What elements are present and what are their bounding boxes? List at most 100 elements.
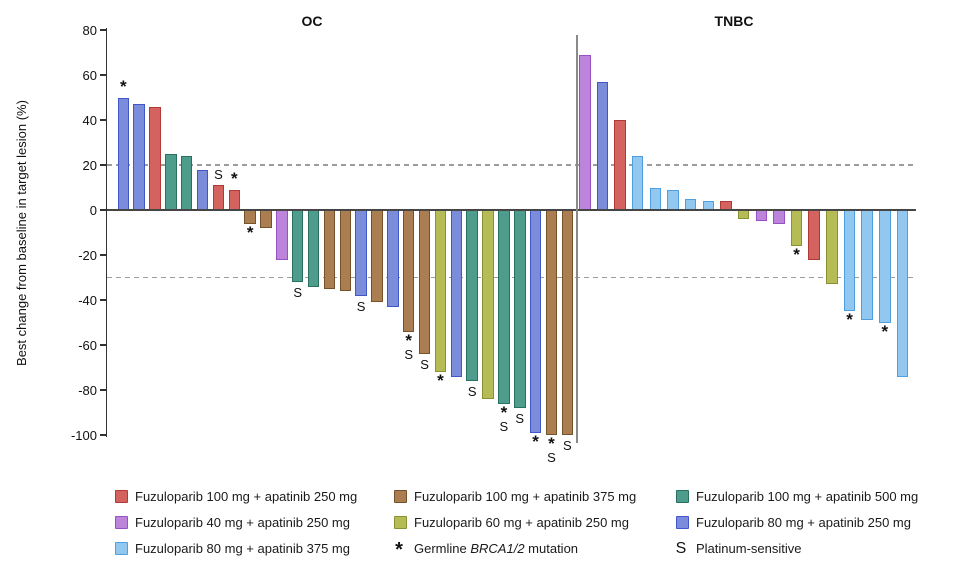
bar (355, 210, 367, 296)
legend-swatch-red (115, 490, 128, 503)
bar (371, 210, 383, 303)
legend-label: Platinum-sensitive (696, 541, 802, 556)
y-tick-mark (99, 119, 106, 121)
bar (498, 210, 510, 404)
bar (482, 210, 494, 399)
bar (790, 210, 803, 246)
cohort-separator (576, 35, 578, 443)
bar (133, 104, 145, 210)
legend-label: Fuzuloparib 80 mg + apatinib 375 mg (135, 541, 350, 556)
reference-line-20 (107, 164, 915, 166)
bar (861, 210, 873, 321)
bar (291, 210, 304, 282)
y-tick-mark (99, 164, 106, 166)
bar (896, 210, 909, 377)
y-tick-mark (99, 209, 106, 211)
y-tick-label: -20 (78, 247, 97, 263)
bar (843, 210, 856, 312)
bar (614, 120, 626, 210)
legend-label: Fuzuloparib 100 mg + apatinib 500 mg (696, 489, 919, 504)
legend-label: Fuzuloparib 60 mg + apatinib 250 mg (414, 515, 629, 530)
annotation-star: * (532, 431, 539, 451)
y-tick-mark (99, 74, 106, 76)
group-title-oc: OC (301, 13, 323, 29)
y-axis-line (105, 28, 107, 437)
annotation-s: S (404, 346, 414, 362)
legend-swatch-purple (115, 516, 128, 529)
bar (826, 210, 838, 285)
bar (244, 210, 256, 224)
y-tick-mark (99, 434, 106, 436)
bar (466, 210, 478, 381)
legend-label: Germline BRCA1/2 mutation (414, 541, 579, 556)
legend-label: Fuzuloparib 80 mg + apatinib 250 mg (696, 515, 911, 530)
bar (450, 210, 463, 377)
reference-line--30 (107, 276, 915, 279)
bar (737, 210, 750, 219)
annotation-star: * (500, 402, 508, 422)
y-tick-label: -40 (78, 292, 97, 308)
bar (434, 210, 447, 372)
y-tick-mark (99, 344, 106, 346)
legend-label: Fuzuloparib 40 mg + apatinib 250 mg (135, 515, 350, 530)
y-tick-label: 0 (89, 202, 97, 218)
bar (260, 210, 272, 228)
bar (514, 210, 526, 408)
annotation-star: * (230, 168, 238, 188)
annotation-star: * (548, 434, 555, 453)
bar (228, 189, 241, 210)
annotation-s: S (515, 411, 525, 426)
bar (165, 153, 177, 210)
y-tick-label: -100 (70, 427, 97, 443)
y-tick-label: -80 (78, 382, 97, 398)
annotation-s: S (467, 384, 477, 399)
bar (307, 210, 320, 287)
legend-swatch-yellowgreen (394, 516, 407, 529)
bar (180, 156, 193, 210)
legend-symbol-s: S (675, 540, 687, 557)
bar (667, 189, 679, 210)
bar (631, 156, 644, 210)
bar (418, 210, 431, 354)
annotation-s: S (499, 418, 509, 434)
legend-swatch-brown (394, 490, 407, 503)
y-tick-mark (99, 389, 106, 391)
bar (323, 210, 336, 289)
bar (808, 210, 820, 260)
bar (879, 210, 891, 323)
y-tick-mark (99, 254, 106, 256)
bar (339, 210, 352, 291)
zero-line (107, 209, 916, 211)
annotation-s: S (420, 357, 429, 372)
bar (596, 81, 609, 210)
plot-area: * S * * S S * S S * S * S S * * S S OC * * * TNBC 80 60 40 20 0 -20-… (70, 13, 916, 465)
annotation-s: S (562, 438, 572, 453)
bar (212, 185, 225, 210)
annotation-star: * (846, 310, 853, 330)
legend-swatch-blue (676, 516, 689, 529)
annotation-s: S (214, 167, 223, 183)
bar (117, 97, 129, 210)
annotation-star: * (405, 330, 413, 350)
bar (561, 210, 574, 435)
y-tick-label: 80 (82, 22, 97, 38)
annotation-s: S (547, 450, 556, 465)
bar (196, 169, 209, 210)
legend-label: Fuzuloparib 100 mg + apatinib 250 mg (135, 489, 358, 504)
bar (579, 54, 591, 210)
annotation-star: * (437, 371, 444, 390)
annotation-s: S (293, 285, 303, 300)
bar (529, 210, 542, 433)
legend-swatch-lightblue (115, 542, 128, 555)
y-tick-label: 20 (82, 157, 97, 173)
y-tick-label: 40 (82, 112, 97, 128)
bar (276, 210, 288, 260)
legend-symbol-star: * (395, 539, 403, 561)
annotation-star: * (119, 76, 127, 96)
bar (773, 210, 785, 224)
bar (149, 106, 161, 210)
legend: Fuzuloparib 100 mg + apatinib 250 mg Fuzu… (0, 470, 976, 578)
y-tick-mark (99, 29, 106, 31)
bar (387, 210, 399, 307)
